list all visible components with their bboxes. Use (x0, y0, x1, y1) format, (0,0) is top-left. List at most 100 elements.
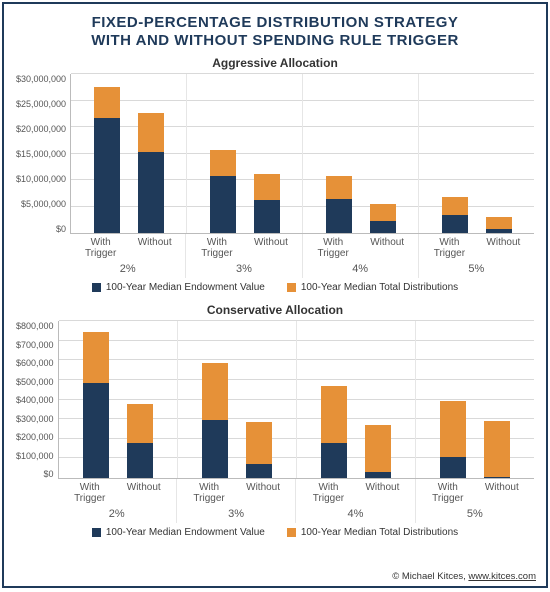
x-pair-labels: With TriggerWithout (419, 237, 534, 259)
legend-swatch (287, 283, 296, 292)
bar-segment-endowment (94, 118, 120, 233)
y-tick-label: $5,000,000 (21, 199, 66, 209)
x-group: With TriggerWithout 2% (58, 479, 177, 523)
main-title: FIXED-PERCENTAGE DISTRIBUTION STRATEGY W… (16, 14, 534, 50)
x-axis: With TriggerWithout2%With TriggerWithout… (70, 234, 534, 278)
bar-segment-endowment (321, 443, 347, 478)
x-group: With Trigger Without 2% (70, 234, 186, 278)
credit-prefix: © Michael Kitces, (392, 571, 468, 582)
bar (202, 363, 228, 478)
bar-segment-distribution (365, 425, 391, 472)
x-bar-label: With Trigger (308, 482, 348, 504)
legend-label: 100-Year Median Total Distributions (301, 282, 458, 293)
y-axis: $800,000 $700,000 $600,000 $500,000 $400,000… (16, 321, 58, 479)
x-category-label: 4% (303, 261, 418, 278)
x-pair-labels: With TriggerWithout (58, 482, 176, 504)
bars-wrap (71, 74, 534, 233)
credit-link[interactable]: www.kitces.com (468, 571, 536, 582)
legend-item: 100-Year Median Endowment Value (92, 527, 265, 538)
bar-group (178, 321, 297, 478)
legend-label: 100-Year Median Total Distributions (301, 527, 458, 538)
bar-segment-distribution (127, 404, 153, 444)
bar-segment-distribution (94, 87, 120, 118)
bar (254, 174, 280, 233)
y-tick-label: $800,000 (16, 321, 54, 331)
x-pair-labels: With Trigger Without (303, 237, 418, 259)
y-tick-label: $600,000 (16, 358, 54, 368)
legend-item: 100-Year Median Endowment Value (92, 282, 265, 293)
bar-group (416, 321, 534, 478)
bar-group (297, 321, 416, 478)
bar (442, 197, 468, 233)
title-line-2: WITH AND WITHOUT SPENDING RULE TRIGGER (16, 32, 534, 50)
x-category-label: 3% (177, 506, 295, 523)
legend: 100-Year Median Endowment Value 100-Year … (16, 527, 534, 538)
x-pair-labels: With TriggerWithout (416, 482, 534, 504)
bar-segment-distribution (210, 150, 236, 176)
plot-area (58, 321, 534, 479)
x-category-label: 5% (419, 261, 534, 278)
chart-0: Aggressive Allocation$30,000,000$25,000,… (16, 56, 534, 293)
bars-wrap (59, 321, 534, 478)
legend-swatch (92, 283, 101, 292)
bar-segment-distribution (486, 217, 512, 229)
bar-segment-endowment (365, 472, 391, 478)
bar-segment-distribution (246, 422, 272, 464)
x-pair-labels: With Trigger Without (70, 237, 185, 259)
bar-segment-distribution (370, 204, 396, 221)
chart-area: $800,000 $700,000 $600,000 $500,000 $400,000… (16, 321, 534, 479)
x-bar-label: With Trigger (197, 237, 237, 259)
x-category-label: 4% (296, 506, 414, 523)
x-bar-label: With Trigger (81, 237, 121, 259)
y-tick-label: $0 (44, 469, 54, 479)
legend-swatch (287, 528, 296, 537)
bar-segment-endowment (440, 457, 466, 478)
x-group: With TriggerWithout 5% (419, 234, 534, 278)
y-tick-label: $15,000,000 (16, 149, 66, 159)
bar-segment-endowment (202, 420, 228, 478)
x-bar-label: Without (251, 237, 291, 259)
x-pair-labels: With Trigger Without (186, 237, 301, 259)
x-category-label: 5% (416, 506, 534, 523)
legend: 100-Year Median Endowment Value 100-Year … (16, 282, 534, 293)
bar (138, 113, 164, 233)
y-tick-label: $300,000 (16, 414, 54, 424)
x-category-label: 3% (186, 261, 301, 278)
bar-segment-distribution (442, 197, 468, 216)
y-tick-label: $500,000 (16, 377, 54, 387)
bar-segment-endowment (210, 176, 236, 233)
x-pair-labels: With Trigger Without (296, 482, 414, 504)
x-category-label: 2% (70, 261, 185, 278)
y-tick-label: $200,000 (16, 432, 54, 442)
bar-segment-endowment (326, 199, 352, 233)
legend-label: 100-Year Median Endowment Value (106, 527, 265, 538)
bar (246, 422, 272, 478)
chart-frame: FIXED-PERCENTAGE DISTRIBUTION STRATEGY W… (2, 2, 548, 588)
chart-area: $30,000,000$25,000,000$20,000,000$15,000… (16, 74, 534, 234)
bar-segment-distribution (326, 176, 352, 199)
bar-segment-endowment (484, 477, 510, 478)
x-bar-label: With Trigger (189, 482, 229, 504)
x-axis: With TriggerWithout2%With TriggerWithout… (58, 479, 534, 523)
y-tick-label: $10,000,000 (16, 174, 66, 184)
bar-segment-distribution (202, 363, 228, 419)
y-tick-label: $100,000 (16, 451, 54, 461)
y-tick-label: $700,000 (16, 340, 54, 350)
x-bar-label: Without (367, 237, 407, 259)
bar-segment-endowment (83, 383, 109, 478)
bar-group (59, 321, 178, 478)
x-bar-label: Without (362, 482, 402, 504)
bar-segment-endowment (254, 200, 280, 233)
x-bar-label: Without (135, 237, 175, 259)
x-category-label: 2% (58, 506, 176, 523)
x-pair-labels: With TriggerWithout (177, 482, 295, 504)
x-group: With Trigger Without 3% (186, 234, 302, 278)
x-group: With Trigger Without 4% (303, 234, 419, 278)
x-bar-label: With Trigger (313, 237, 353, 259)
bar (484, 421, 510, 478)
y-tick-label: $400,000 (16, 395, 54, 405)
bar (440, 401, 466, 478)
bar-segment-endowment (370, 221, 396, 233)
bar-segment-endowment (127, 443, 153, 478)
chart-1: Conservative Allocation$800,000$700,000$… (16, 303, 534, 538)
